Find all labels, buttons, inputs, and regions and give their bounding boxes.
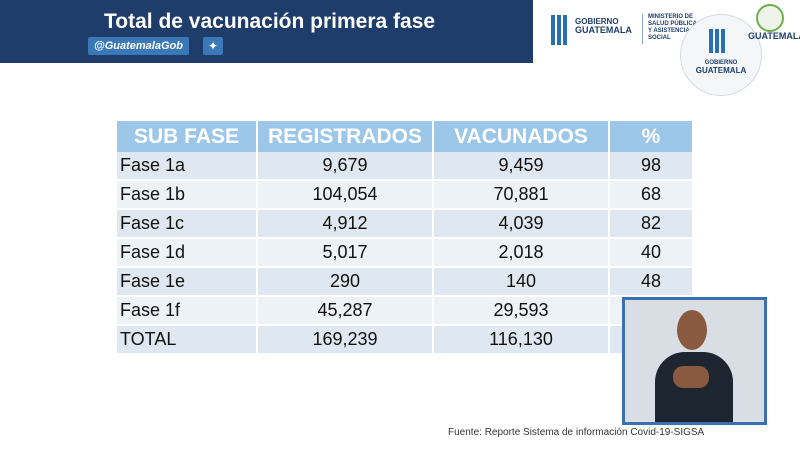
- cell-registered: 169,239: [257, 325, 434, 355]
- gov-logo-line2: GUATEMALA: [575, 25, 632, 35]
- twitter-icon: ✦: [203, 37, 223, 55]
- cell-percent: 40: [609, 238, 694, 268]
- table-row: Fase 1f 45,287 29,593: [117, 296, 694, 326]
- header-sub-fase: SUB FASE: [117, 121, 258, 152]
- header-banner: Total de vacunación primera fase @Guatem…: [0, 0, 533, 63]
- page-title: Total de vacunación primera fase: [104, 10, 436, 33]
- cell-vaccinated: 116,130: [433, 325, 610, 355]
- table-row: Fase 1d 5,017 2,018 40: [117, 238, 694, 268]
- ministry-line4: SOCIAL: [648, 35, 671, 41]
- cell-phase: TOTAL: [117, 325, 258, 355]
- interpreter-head: [677, 310, 707, 350]
- cell-registered: 290: [257, 267, 434, 297]
- cell-phase: Fase 1e: [117, 267, 258, 297]
- cell-percent: 68: [609, 180, 694, 210]
- cell-vaccinated: 4,039: [433, 209, 610, 239]
- cell-percent: 48: [609, 267, 694, 297]
- cell-vaccinated: 9,459: [433, 152, 610, 181]
- twitter-handle: @GuatemalaGob: [88, 37, 189, 55]
- cell-registered: 45,287: [257, 296, 434, 326]
- cell-registered: 5,017: [257, 238, 434, 268]
- gov-logo-line1: GOBIERNO: [575, 17, 619, 26]
- cell-phase: Fase 1f: [117, 296, 258, 326]
- cell-registered: 104,054: [257, 180, 434, 210]
- source-note: Fuente: Reporte Sistema de información C…: [448, 427, 705, 438]
- header-vacunados: VACUNADOS: [433, 121, 610, 152]
- cell-phase: Fase 1d: [117, 238, 258, 268]
- cell-vaccinated: 70,881: [433, 180, 610, 210]
- ministry-line3: Y ASISTENCIA: [648, 28, 690, 34]
- watermark-seal: GOBIERNO GUATEMALA: [680, 14, 762, 96]
- ministry-line1: MINISTERIO DE: [648, 14, 694, 20]
- seal-line1: GOBIERNO: [704, 60, 738, 66]
- interpreter-body: [655, 352, 733, 422]
- cell-phase: Fase 1c: [117, 209, 258, 239]
- flag-bars-icon: [551, 15, 569, 50]
- corner-logo: GUATEMALA: [748, 2, 800, 62]
- cell-percent: 98: [609, 152, 694, 181]
- table-row: Fase 1e 290 140 48: [117, 267, 694, 297]
- cell-registered: 9,679: [257, 152, 434, 181]
- cell-vaccinated: 29,593: [433, 296, 610, 326]
- cell-percent: 82: [609, 209, 694, 239]
- header-registrados: REGISTRADOS: [257, 121, 434, 152]
- ministry-label: MINISTERIO DE SALUD PÚBLICA Y ASISTENCIA…: [648, 14, 708, 42]
- seal-flag-bars-icon: [709, 29, 727, 58]
- cell-vaccinated: 140: [433, 267, 610, 297]
- table-row: Fase 1c 4,912 4,039 82: [117, 209, 694, 239]
- seal-line2: GUATEMALA: [695, 66, 747, 75]
- corner-logo-line2: GUATEMALA: [748, 31, 800, 41]
- logo-divider: [642, 14, 643, 44]
- table-row: Fase 1a 9,679 9,459 98: [117, 152, 694, 181]
- government-logo: GOBIERNO GUATEMALA: [551, 13, 641, 49]
- sign-language-interpreter-video: [622, 297, 767, 425]
- vaccination-table: SUB FASE REGISTRADOS VACUNADOS % Fase 1a…: [117, 121, 694, 355]
- cell-phase: Fase 1b: [117, 180, 258, 210]
- table-header-row: SUB FASE REGISTRADOS VACUNADOS %: [117, 121, 694, 152]
- table-row-total: TOTAL 169,239 116,130: [117, 325, 694, 355]
- ministry-line2: SALUD PÚBLICA: [648, 21, 697, 27]
- leaf-icon: [756, 4, 784, 32]
- interpreter-hands: [673, 366, 709, 388]
- cell-vaccinated: 2,018: [433, 238, 610, 268]
- cell-phase: Fase 1a: [117, 152, 258, 181]
- header-percent: %: [609, 121, 694, 152]
- table-row: Fase 1b 104,054 70,881 68: [117, 180, 694, 210]
- cell-registered: 4,912: [257, 209, 434, 239]
